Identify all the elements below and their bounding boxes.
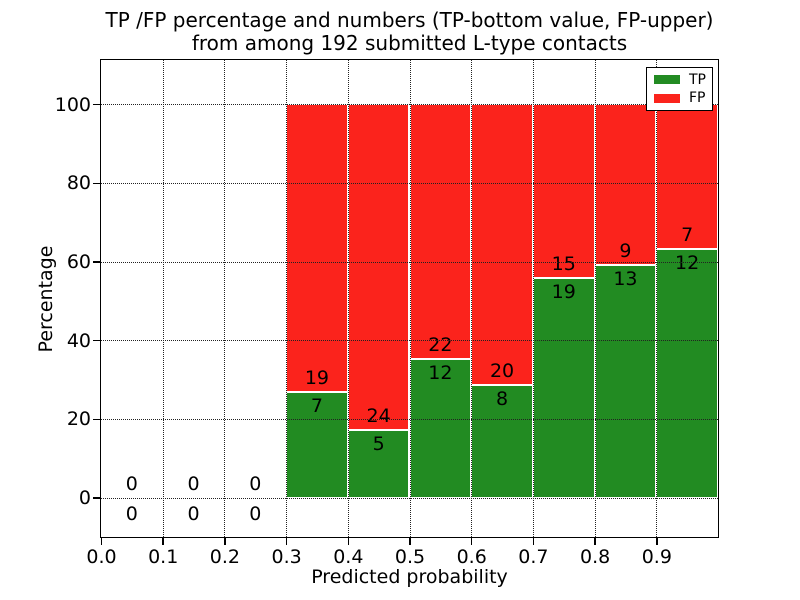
gridline-vertical <box>409 60 411 537</box>
legend-swatch-fp <box>654 93 680 103</box>
x-tick-mark <box>224 538 226 545</box>
gridline-vertical <box>286 60 288 537</box>
legend-swatch-tp <box>654 75 680 85</box>
bar-count-label-tp: 0 <box>249 502 262 525</box>
legend-label-tp: TP <box>689 71 706 88</box>
bar-segment-fp <box>471 104 533 386</box>
chart-title-line2: from among 192 submitted L-type contacts <box>191 31 628 55</box>
bar-count-label-fp: 0 <box>187 472 200 495</box>
bar-segment-tp <box>656 249 718 498</box>
x-tick-mark <box>162 538 164 545</box>
y-tick-label: 80 <box>66 172 91 195</box>
bar-segment-fp <box>347 104 410 430</box>
legend-label-fp: FP <box>689 90 706 107</box>
x-tick-label: 0.6 <box>456 546 487 568</box>
gridline-horizontal <box>101 104 718 106</box>
bar-count-label-fp: 9 <box>619 240 632 263</box>
bar-count-label-fp: 7 <box>681 224 694 247</box>
x-tick-label: 0.0 <box>86 546 117 568</box>
x-tick-label: 0.7 <box>518 546 549 568</box>
bar-segment-tp <box>532 277 595 498</box>
gridline-horizontal <box>101 182 718 184</box>
bar-count-label-tp: 8 <box>496 388 509 411</box>
bar-segment-tp <box>594 265 657 498</box>
gridline-vertical <box>532 60 534 537</box>
y-tick-label: 20 <box>66 408 91 431</box>
gridline-vertical <box>656 60 658 537</box>
gridline-horizontal <box>101 340 718 342</box>
chart-title-line1: TP /FP percentage and numbers (TP-bottom… <box>105 8 714 32</box>
legend-entry-fp: FP <box>654 90 712 106</box>
bar-count-label-fp: 24 <box>366 404 391 427</box>
x-tick-mark <box>656 538 658 545</box>
bar-segment-tp <box>471 385 533 498</box>
gridline-horizontal <box>101 261 718 263</box>
bar-count-label-tp: 13 <box>613 268 638 291</box>
bar-count-label-fp: 22 <box>428 333 453 356</box>
bar-count-label-fp: 0 <box>125 472 138 495</box>
x-tick-mark <box>347 538 350 545</box>
x-tick-mark <box>100 538 103 545</box>
x-tick-label: 0.4 <box>333 546 364 568</box>
x-axis-label: Predicted probability <box>311 566 508 588</box>
gridline-vertical <box>471 60 473 537</box>
x-tick-label: 0.8 <box>579 546 611 568</box>
gridline-horizontal <box>101 418 718 420</box>
bar-count-label-tp: 5 <box>372 432 385 455</box>
legend: TP FP <box>646 67 713 111</box>
bar-segment-fp <box>532 104 595 278</box>
y-tick-label: 100 <box>54 93 91 116</box>
y-tick-mark <box>93 261 100 263</box>
x-tick-label: 0.5 <box>394 546 426 568</box>
bar-segment-fp <box>409 104 472 359</box>
bar-count-label-tp: 19 <box>551 280 576 303</box>
bar-count-label-tp: 0 <box>125 502 138 525</box>
bar-count-label-tp: 0 <box>187 502 200 525</box>
bar-count-label-fp: 0 <box>249 472 262 495</box>
gridline-vertical <box>162 60 164 537</box>
y-tick-mark <box>93 103 100 106</box>
gridline-horizontal <box>101 497 718 499</box>
x-tick-label: 0.1 <box>148 546 179 568</box>
x-tick-label: 0.9 <box>641 546 672 568</box>
y-tick-mark <box>93 182 100 185</box>
gridline-vertical <box>347 60 349 537</box>
y-tick-mark <box>93 339 100 342</box>
bar-count-label-tp: 12 <box>428 361 453 384</box>
x-tick-mark <box>594 538 596 545</box>
x-tick-mark <box>470 538 473 545</box>
x-tick-mark <box>409 538 411 545</box>
y-tick-label: 60 <box>66 251 91 273</box>
gridline-vertical <box>594 60 596 537</box>
bar-count-label-fp: 19 <box>304 366 330 389</box>
plot-area: 0 0 0 0 0 0 19 7 24 5 22 12 20 8 15 19 9 13 7 12 <box>100 59 719 538</box>
gridline-vertical <box>224 60 226 537</box>
y-tick-label: 40 <box>66 329 91 352</box>
bar-count-label-tp: 7 <box>310 394 323 417</box>
x-tick-mark <box>285 538 288 545</box>
legend-entry-tp: TP <box>654 72 712 88</box>
bar-segment-tp <box>347 429 410 498</box>
x-tick-label: 0.3 <box>271 546 302 568</box>
x-tick-label: 0.2 <box>209 546 240 568</box>
y-tick-label: 0 <box>78 487 91 510</box>
x-tick-mark <box>532 538 535 545</box>
bar-segment-fp <box>656 104 718 250</box>
chart-title: TP /FP percentage and numbers (TP-bottom… <box>100 9 719 55</box>
bar-count-label-fp: 15 <box>551 252 576 275</box>
bar-segment-fp <box>286 104 348 392</box>
y-tick-mark <box>93 418 100 421</box>
y-tick-mark <box>93 497 100 499</box>
bar-count-label-fp: 20 <box>489 360 515 383</box>
bar-count-label-tp: 12 <box>675 252 700 275</box>
